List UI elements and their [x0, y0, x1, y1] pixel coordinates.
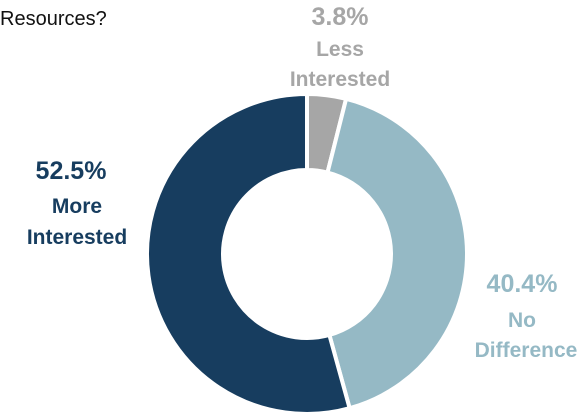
slice-name-label-more-interested-line2: Interested: [27, 226, 127, 249]
slice-name-label-less-interested-line1: Less: [316, 38, 364, 61]
donut-slices: [145, 91, 469, 413]
slice-name-label-more-interested-line1: More: [52, 195, 102, 218]
slice-name-label-less-interested-line2: Interested: [290, 68, 390, 91]
slice-value-label-more-interested: 52.5%: [36, 157, 107, 185]
donut-slice-no-difference: [325, 96, 469, 411]
slice-name-label-no-difference-line1: No: [508, 309, 536, 332]
chart-title: Resources?: [0, 8, 107, 30]
donut-slice-more-interested: [145, 91, 353, 413]
slice-name-label-no-difference-line2: Difference: [475, 339, 578, 362]
slice-value-label-less-interested: 3.8%: [312, 3, 369, 31]
slice-value-label-no-difference: 40.4%: [487, 270, 558, 298]
